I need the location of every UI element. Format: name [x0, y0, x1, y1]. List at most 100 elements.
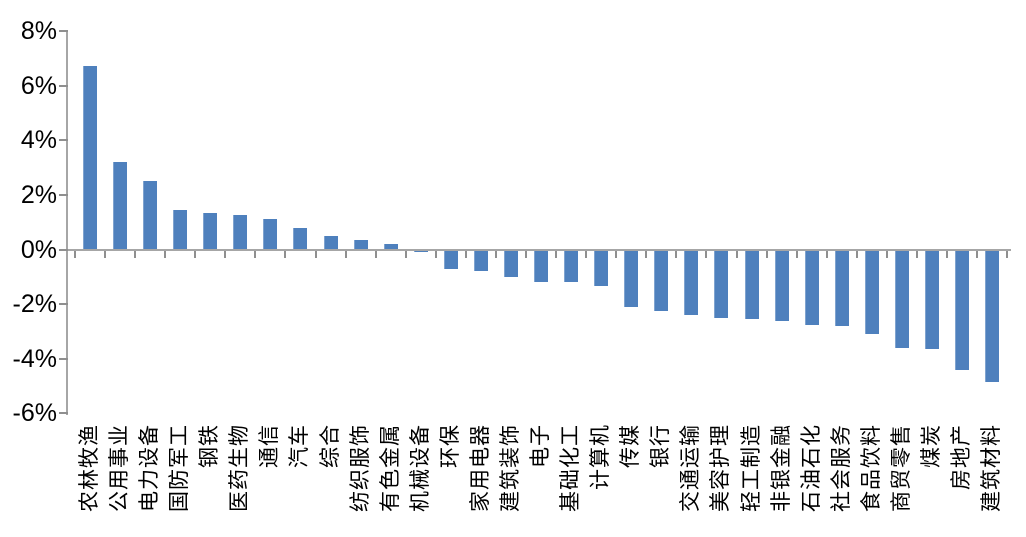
y-axis-line	[66, 30, 68, 416]
y-tick	[59, 29, 68, 32]
x-tick-label: 机械设备	[408, 424, 432, 512]
bar	[564, 249, 579, 283]
x-tick	[73, 250, 76, 258]
x-tick	[134, 250, 137, 258]
y-tick-label: 4%	[20, 126, 57, 155]
x-tick-label: 综合	[318, 424, 342, 468]
x-tick-label: 纺织服饰	[348, 424, 372, 512]
x-tick	[825, 250, 828, 258]
bar	[503, 249, 518, 277]
bar	[774, 249, 789, 321]
y-tick-label: -4%	[12, 344, 57, 373]
x-tick	[284, 250, 287, 258]
x-tick-label: 商贸零售	[889, 424, 913, 512]
y-tick-label: 2%	[20, 180, 57, 209]
x-tick-label: 石油石化	[799, 424, 823, 512]
bar	[864, 249, 879, 335]
x-tick-label: 交通运输	[679, 424, 703, 512]
x-tick-label: 国防军工	[168, 424, 192, 512]
x-tick-label: 房地产	[950, 424, 974, 490]
bar	[83, 66, 97, 250]
x-tick	[164, 250, 167, 258]
x-tick	[224, 250, 227, 258]
x-tick-label: 家用电器	[468, 424, 492, 512]
bar	[233, 215, 248, 250]
bar	[443, 249, 458, 269]
x-tick	[404, 250, 407, 258]
x-tick-label: 公用事业	[108, 424, 132, 512]
x-tick	[765, 250, 768, 258]
bar	[534, 249, 549, 283]
y-tick	[59, 139, 68, 142]
y-tick	[59, 303, 68, 306]
x-tick	[615, 250, 618, 258]
x-tick	[795, 250, 798, 258]
x-tick-label: 建筑装饰	[498, 424, 522, 512]
x-tick	[434, 250, 437, 258]
x-tick-label: 传媒	[619, 424, 643, 468]
x-tick-label: 农林牧渔	[78, 424, 101, 512]
x-tick-label: 汽车	[288, 424, 312, 468]
y-tick-label: 0%	[20, 235, 57, 264]
x-tick	[464, 250, 467, 258]
y-tick-label: -6%	[12, 399, 57, 428]
bar	[804, 249, 819, 325]
bar	[714, 249, 729, 318]
x-tick	[254, 250, 257, 258]
y-tick	[59, 248, 68, 251]
bar	[654, 249, 669, 311]
x-tick-label: 非银金融	[769, 424, 793, 512]
bar	[353, 239, 368, 250]
x-tick	[104, 250, 107, 258]
x-tick	[314, 250, 317, 258]
x-tick-label: 有色金属	[378, 424, 402, 512]
x-axis-line	[66, 248, 1011, 251]
y-tick-label: -2%	[12, 290, 57, 319]
x-tick	[555, 250, 558, 258]
y-tick	[59, 193, 68, 196]
x-tick-label: 建筑材料	[980, 424, 1004, 512]
bar	[113, 162, 128, 250]
x-tick-label: 银行	[649, 424, 673, 468]
x-tick-label: 钢铁	[198, 424, 222, 468]
x-tick	[194, 250, 197, 258]
x-tick-label: 煤炭	[919, 424, 943, 468]
x-tick	[525, 250, 527, 258]
x-tick	[1006, 250, 1009, 258]
x-tick	[885, 250, 888, 258]
bar	[955, 249, 970, 370]
y-tick	[59, 84, 68, 87]
x-tick	[675, 250, 678, 258]
bar	[323, 235, 338, 250]
bar	[985, 249, 1000, 382]
bar	[834, 249, 849, 326]
x-tick-label: 社会服务	[829, 424, 853, 512]
bar	[413, 249, 428, 253]
x-tick	[645, 250, 648, 258]
x-tick-label: 环保	[438, 424, 462, 468]
x-tick-label: 通信	[258, 424, 282, 468]
bar	[894, 249, 909, 348]
x-tick	[494, 250, 497, 258]
x-tick	[976, 250, 979, 258]
x-tick-label: 医药生物	[228, 424, 252, 512]
x-tick	[344, 250, 347, 258]
bar	[624, 249, 639, 307]
bar	[173, 209, 188, 250]
bar	[293, 227, 308, 250]
bar	[383, 244, 398, 250]
x-tick-label: 电力设备	[138, 424, 162, 512]
bar	[203, 212, 218, 250]
x-tick	[915, 250, 918, 258]
x-tick-label: 美容护理	[709, 424, 733, 512]
x-tick-label: 电子	[529, 424, 553, 468]
x-tick	[735, 250, 738, 258]
x-tick-label: 基础化工	[559, 424, 583, 512]
y-tick	[59, 412, 68, 415]
bar	[473, 249, 488, 272]
x-tick-label: 计算机	[589, 424, 613, 490]
bar	[924, 249, 939, 350]
bar	[263, 219, 278, 250]
